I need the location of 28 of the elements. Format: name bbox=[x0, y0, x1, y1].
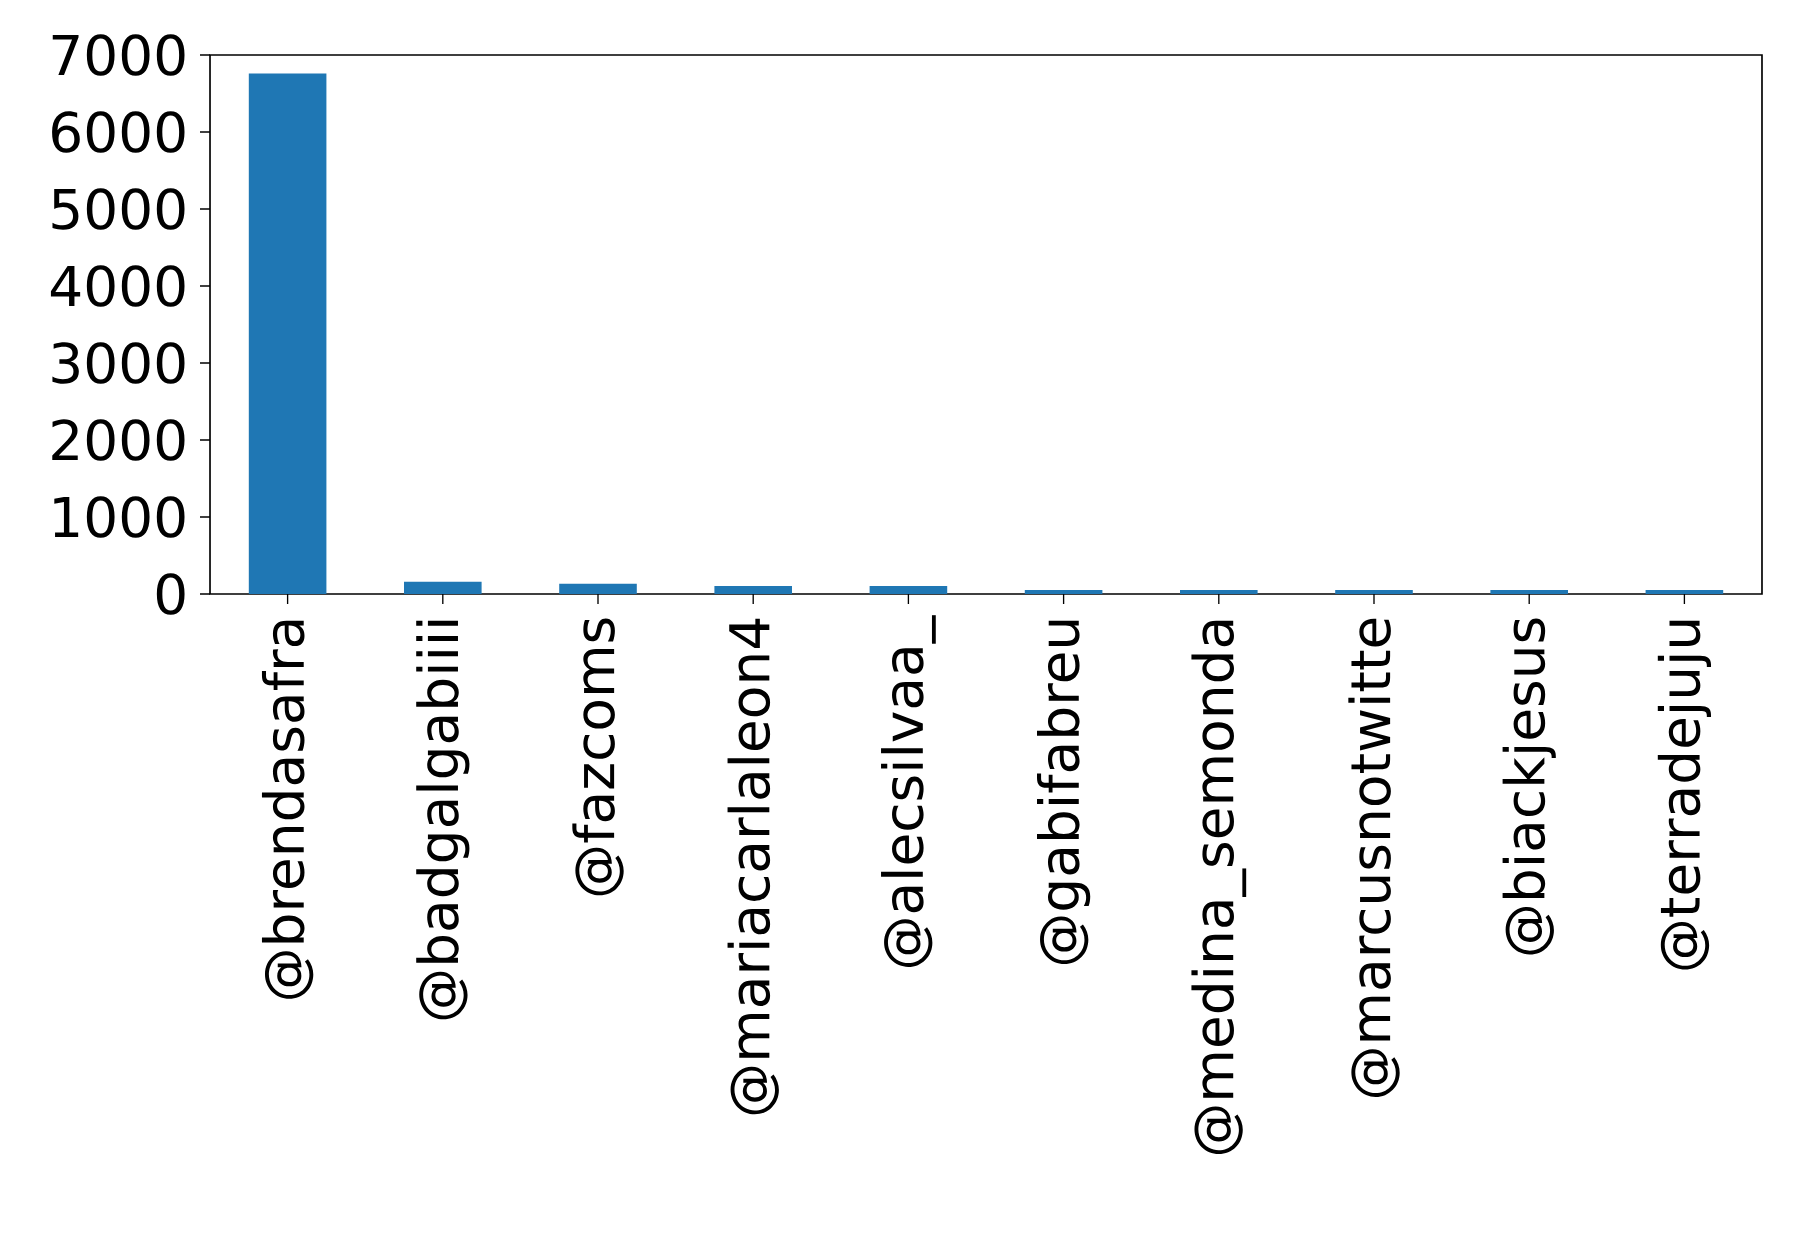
bar bbox=[404, 581, 482, 594]
y-tick-label: 6000 bbox=[52, 111, 185, 153]
x-tick-label: @terradejuju bbox=[1657, 620, 1712, 970]
x-tick-label: @badgalgabiiii bbox=[416, 620, 470, 1020]
x-tick-label: @biackjesus bbox=[1502, 618, 1556, 955]
bar bbox=[1645, 589, 1724, 594]
x-tick-label: @brendasafra bbox=[261, 620, 314, 999]
y-tick-label: 3000 bbox=[52, 342, 185, 384]
bar bbox=[1024, 589, 1103, 594]
x-tick-label: @mariacarlaleon4 bbox=[727, 618, 779, 1115]
y-tick-label: 5000 bbox=[52, 188, 185, 230]
bar bbox=[559, 583, 637, 594]
bar bbox=[869, 585, 948, 594]
x-tick-label: @medina_semonda bbox=[1191, 620, 1247, 1155]
y-tick-label: 4000 bbox=[50, 265, 185, 307]
bar bbox=[1180, 589, 1258, 594]
y-tick-label: 0 bbox=[156, 573, 185, 615]
x-tick-label: @fazcoms bbox=[572, 618, 624, 896]
x-tick-label: @gabifabreu bbox=[1037, 620, 1091, 965]
x-tick-label: @marcusnotwitte bbox=[1348, 618, 1400, 1097]
y-tick-label: 2000 bbox=[52, 419, 185, 461]
bar bbox=[1490, 589, 1568, 594]
bar bbox=[248, 73, 327, 594]
x-tick-label: @alecsilvaa_ bbox=[881, 615, 936, 967]
y-tick-label: 7000 bbox=[52, 34, 185, 76]
bar bbox=[714, 585, 792, 594]
y-tick-label: 1000 bbox=[54, 496, 185, 538]
bar bbox=[1335, 589, 1413, 594]
